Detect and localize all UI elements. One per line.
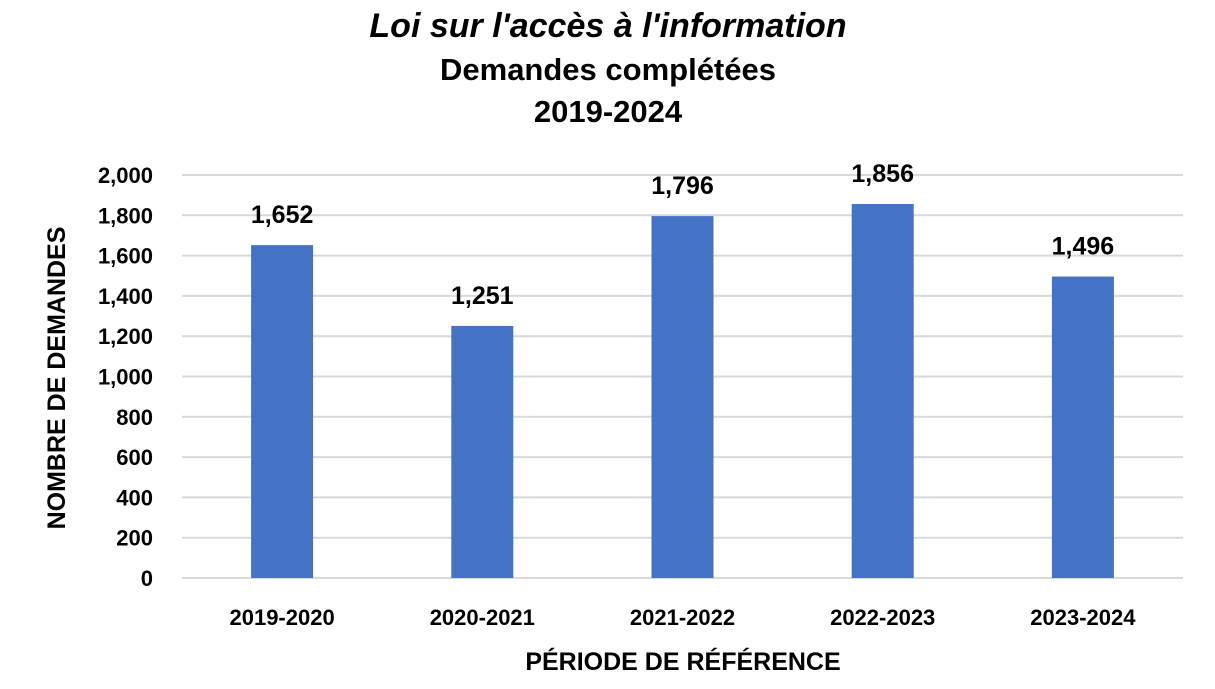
y-tick-label: 1,600 (98, 244, 153, 269)
y-tick-label: 1,000 (98, 365, 153, 390)
bar-data-label: 1,496 (1052, 233, 1115, 261)
y-tick-label: 800 (116, 405, 153, 430)
bar-data-label: 1,796 (651, 172, 714, 200)
y-tick-label: 200 (116, 526, 153, 551)
x-tick-label: 2019-2020 (229, 605, 334, 630)
x-tick-label: 2020-2021 (430, 605, 535, 630)
x-tick-label: 2021-2022 (630, 605, 735, 630)
x-axis-title: PÉRIODE DE RÉFÉRENCE (525, 647, 840, 676)
x-tick-label: 2023-2024 (1030, 605, 1136, 630)
bar (1051, 276, 1114, 578)
x-axis-tick-labels: 2019-2020 2020-2021 2021-2022 2022-2023 2023… (229, 605, 1136, 630)
chart-title-line-3: 2019-2024 (534, 94, 683, 129)
y-tick-label: 600 (116, 445, 153, 470)
y-tick-label: 0 (141, 566, 153, 591)
y-tick-label: 1,800 (98, 203, 153, 228)
bar (651, 216, 714, 578)
y-tick-label: 400 (116, 485, 153, 510)
chart-title-line-1: Loi sur l'accès à l'information (369, 7, 846, 45)
y-axis-title: NOMBRE DE DEMANDES (43, 227, 71, 530)
bar (851, 204, 914, 579)
data-labels: 1,652 1,251 1,796 1,856 1,496 (251, 160, 1114, 310)
y-tick-label: 2,000 (98, 163, 153, 188)
bar-data-label: 1,652 (251, 201, 314, 229)
chart-title: Loi sur l'accès à l'information Demandes… (369, 7, 846, 129)
bar (251, 245, 314, 578)
y-tick-label: 1,200 (98, 324, 153, 349)
bar (451, 325, 514, 578)
bar-data-label: 1,251 (451, 282, 514, 310)
bars (251, 204, 1114, 579)
x-tick-label: 2022-2023 (830, 605, 935, 630)
chart-title-line-2: Demandes complétées (440, 52, 776, 87)
bar-data-label: 1,856 (851, 160, 914, 188)
y-tick-label: 1,400 (98, 284, 153, 309)
y-axis-tick-labels: 0 200 400 600 800 1,000 1,200 1,400 1,600 1,800 2,… (98, 163, 153, 591)
